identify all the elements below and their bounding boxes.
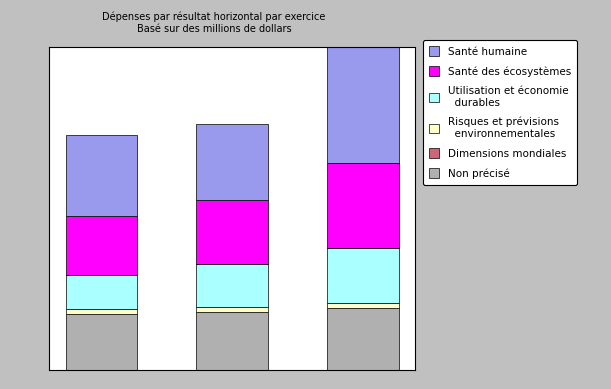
Text: Dépenses par résultat horizontal par exercice
Basé sur des millions de dollars: Dépenses par résultat horizontal par exe… — [102, 12, 326, 34]
Bar — [196, 124, 268, 200]
Bar — [65, 275, 137, 309]
Bar — [65, 216, 137, 275]
Legend: Santé humaine, Santé des écosystèmes, Utilisation et économie
  durables, Risque: Santé humaine, Santé des écosystèmes, Ut… — [423, 40, 577, 185]
Bar — [327, 40, 399, 163]
Bar — [196, 307, 268, 312]
Bar — [65, 309, 137, 314]
Bar — [327, 248, 399, 303]
Bar — [196, 200, 268, 264]
Bar — [327, 308, 399, 370]
Bar — [65, 314, 137, 370]
Bar — [196, 312, 268, 370]
Bar — [327, 303, 399, 308]
Bar — [65, 135, 137, 216]
Bar — [327, 163, 399, 248]
Bar — [196, 264, 268, 307]
